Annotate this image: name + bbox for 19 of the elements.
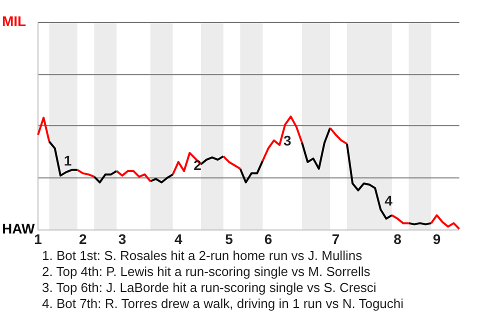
annotation: 3 [284, 132, 292, 148]
x-tick-label: 2 [79, 231, 88, 247]
annotation: 2 [194, 157, 202, 174]
x-tick-label: 4 [174, 231, 183, 247]
text: 1. Bot 1st: S. Rosales hit a 2-run home run vs J. Mullins [42, 248, 363, 263]
annotation: 1 [64, 152, 72, 169]
text: MIL [2, 13, 27, 30]
x-tick-label: 7 [332, 231, 340, 247]
x-tick-label: 3 [118, 231, 126, 247]
x-tick-label: 5 [225, 231, 234, 247]
x-tick-label: 1 [34, 231, 42, 247]
text: HAW [2, 220, 36, 237]
text: 2. Top 4th: P. Lewis hit a run-scoring single vs M. Sorrells [42, 264, 371, 279]
x-tick-label: 8 [394, 231, 402, 247]
annotation: 4 [384, 192, 393, 208]
x-tick-label: 6 [264, 231, 272, 247]
text: 3. Top 6th: J. LaBorde hit a run-scoring single vs S. Cresci [42, 280, 376, 295]
text: 4. Bot 7th: R. Torres drew a walk, driving in 1 run vs N. Toguchi [42, 296, 404, 311]
x-tick-label: 9 [432, 231, 441, 247]
